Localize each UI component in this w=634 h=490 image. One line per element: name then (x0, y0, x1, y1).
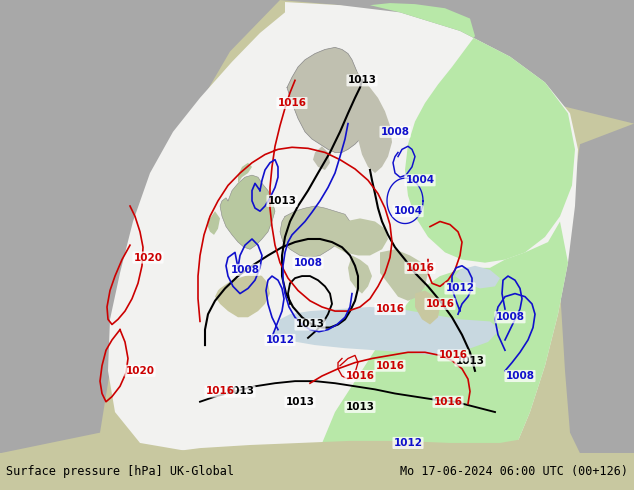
Polygon shape (280, 206, 350, 258)
Polygon shape (290, 57, 345, 93)
Text: 1008: 1008 (496, 312, 524, 322)
Text: 1013: 1013 (295, 319, 325, 329)
Polygon shape (207, 211, 220, 235)
Polygon shape (108, 2, 578, 453)
Polygon shape (148, 427, 545, 453)
Text: 1004: 1004 (405, 175, 434, 185)
Text: 1012: 1012 (266, 335, 295, 345)
Polygon shape (313, 147, 330, 170)
Text: 1008: 1008 (231, 265, 259, 275)
Text: 1016: 1016 (425, 299, 455, 309)
Polygon shape (0, 0, 280, 453)
Polygon shape (272, 307, 500, 355)
Polygon shape (455, 266, 500, 289)
Polygon shape (355, 70, 392, 173)
Polygon shape (287, 48, 372, 152)
Text: 1013: 1013 (455, 356, 484, 366)
Text: 1016: 1016 (278, 98, 306, 108)
Text: Surface pressure [hPa] UK-Global: Surface pressure [hPa] UK-Global (6, 465, 235, 478)
Text: 1020: 1020 (126, 366, 155, 376)
Polygon shape (220, 175, 275, 249)
Text: 1012: 1012 (446, 283, 474, 294)
Polygon shape (320, 221, 568, 453)
Text: 1013: 1013 (268, 196, 297, 206)
Polygon shape (560, 123, 634, 453)
Text: 1012: 1012 (394, 438, 422, 448)
Text: 1004: 1004 (394, 206, 423, 216)
Polygon shape (415, 291, 440, 324)
Text: 1013: 1013 (347, 75, 377, 85)
Text: 1013: 1013 (346, 402, 375, 412)
Text: 1008: 1008 (505, 371, 534, 381)
Text: 1008: 1008 (294, 258, 323, 268)
Text: 1013: 1013 (285, 397, 314, 407)
Text: Mo 17-06-2024 06:00 UTC (00+126): Mo 17-06-2024 06:00 UTC (00+126) (399, 465, 628, 478)
Polygon shape (238, 163, 252, 183)
Text: 1016: 1016 (439, 350, 467, 360)
Text: 1016: 1016 (406, 263, 434, 273)
Text: 1013: 1013 (226, 387, 254, 396)
Text: 1008: 1008 (380, 127, 410, 137)
Text: 1016: 1016 (346, 371, 375, 381)
Polygon shape (280, 0, 634, 123)
Polygon shape (215, 273, 270, 318)
Text: 1020: 1020 (134, 252, 162, 263)
Text: 1016: 1016 (434, 397, 462, 407)
Polygon shape (328, 219, 388, 255)
Polygon shape (370, 3, 575, 263)
Polygon shape (380, 249, 428, 301)
Text: 1016: 1016 (205, 387, 235, 396)
Polygon shape (348, 255, 372, 294)
Text: 1016: 1016 (375, 361, 404, 371)
Text: 1016: 1016 (375, 304, 404, 314)
